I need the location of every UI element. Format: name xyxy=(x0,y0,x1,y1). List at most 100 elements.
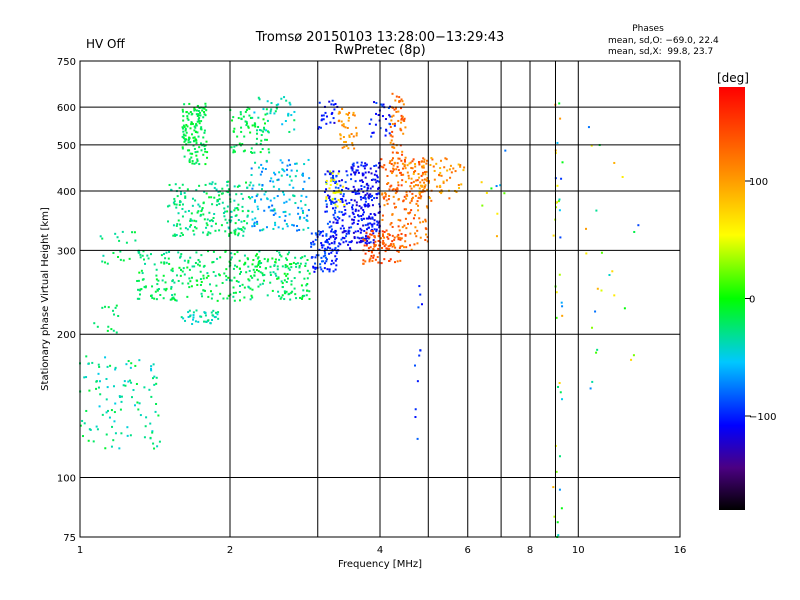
data-point xyxy=(195,161,198,164)
data-point xyxy=(293,287,296,290)
data-point xyxy=(251,124,254,127)
data-point xyxy=(390,221,393,224)
data-point xyxy=(339,198,342,201)
data-point xyxy=(151,430,154,433)
data-point xyxy=(244,120,247,123)
data-point xyxy=(410,222,413,225)
data-point xyxy=(263,122,266,125)
data-point xyxy=(306,258,309,261)
data-point xyxy=(341,236,344,239)
data-point xyxy=(367,237,370,240)
data-point xyxy=(386,183,389,186)
data-point xyxy=(359,239,362,242)
data-point xyxy=(159,293,162,296)
data-point xyxy=(351,163,354,166)
data-point xyxy=(188,277,191,280)
data-point xyxy=(334,197,337,200)
data-point xyxy=(360,179,363,182)
data-point xyxy=(420,195,423,198)
data-point xyxy=(143,436,146,439)
data-point xyxy=(389,125,392,128)
data-point xyxy=(370,250,373,253)
data-point xyxy=(418,187,421,190)
data-point xyxy=(137,288,140,291)
data-point xyxy=(154,290,157,293)
data-point xyxy=(260,198,263,201)
data-point xyxy=(191,322,194,325)
data-point xyxy=(328,220,331,223)
data-point xyxy=(364,205,367,208)
data-point xyxy=(296,224,299,227)
data-point xyxy=(335,236,338,239)
data-point xyxy=(377,247,380,250)
data-point xyxy=(419,349,422,352)
data-point xyxy=(238,267,241,270)
data-point xyxy=(363,229,366,232)
data-point xyxy=(324,256,327,259)
data-point xyxy=(184,139,187,142)
data-point xyxy=(249,287,252,290)
data-point xyxy=(325,181,328,184)
data-point xyxy=(187,112,190,115)
data-point xyxy=(294,162,297,165)
data-point xyxy=(424,184,427,187)
data-point xyxy=(342,136,345,139)
data-point xyxy=(105,377,108,380)
data-point xyxy=(253,124,256,127)
data-point xyxy=(365,228,368,231)
data-point xyxy=(243,263,246,266)
data-point xyxy=(400,232,403,235)
data-point xyxy=(313,270,316,273)
data-point xyxy=(446,169,449,172)
data-point xyxy=(433,169,436,172)
data-point xyxy=(333,216,336,219)
data-point xyxy=(555,470,558,473)
data-point xyxy=(285,274,288,277)
data-point xyxy=(254,199,257,202)
data-point xyxy=(326,170,329,173)
data-point xyxy=(193,233,196,236)
data-point xyxy=(345,232,348,235)
data-point xyxy=(401,226,404,229)
data-point xyxy=(373,245,376,248)
data-point xyxy=(415,235,418,238)
data-point xyxy=(246,214,249,217)
data-point xyxy=(325,258,328,261)
data-point xyxy=(202,274,205,277)
data-point xyxy=(241,283,244,286)
data-point xyxy=(199,213,202,216)
data-point xyxy=(312,240,315,243)
data-point xyxy=(334,255,337,258)
data-point xyxy=(320,244,323,247)
data-point xyxy=(334,231,337,234)
data-point xyxy=(303,163,306,166)
data-point xyxy=(449,164,452,167)
data-point xyxy=(190,276,193,279)
data-point xyxy=(424,173,427,176)
data-point xyxy=(381,192,384,195)
data-point xyxy=(292,224,295,227)
data-point xyxy=(420,160,423,163)
data-point xyxy=(397,169,400,172)
data-point xyxy=(414,194,417,197)
data-point xyxy=(314,267,317,270)
data-point xyxy=(303,255,306,258)
data-point xyxy=(398,157,401,160)
data-point xyxy=(153,447,156,450)
data-point xyxy=(259,265,262,268)
data-point xyxy=(449,176,452,179)
data-point xyxy=(339,227,342,230)
data-point xyxy=(153,375,156,378)
data-point xyxy=(138,297,141,300)
data-point xyxy=(306,282,309,285)
data-point xyxy=(399,259,402,262)
data-point xyxy=(339,200,342,203)
data-point xyxy=(318,248,321,251)
data-point xyxy=(423,185,426,188)
data-point xyxy=(414,232,417,235)
data-point xyxy=(175,206,178,209)
data-point xyxy=(353,216,356,219)
data-point xyxy=(389,258,392,261)
data-point xyxy=(330,263,333,266)
data-point xyxy=(298,228,301,231)
